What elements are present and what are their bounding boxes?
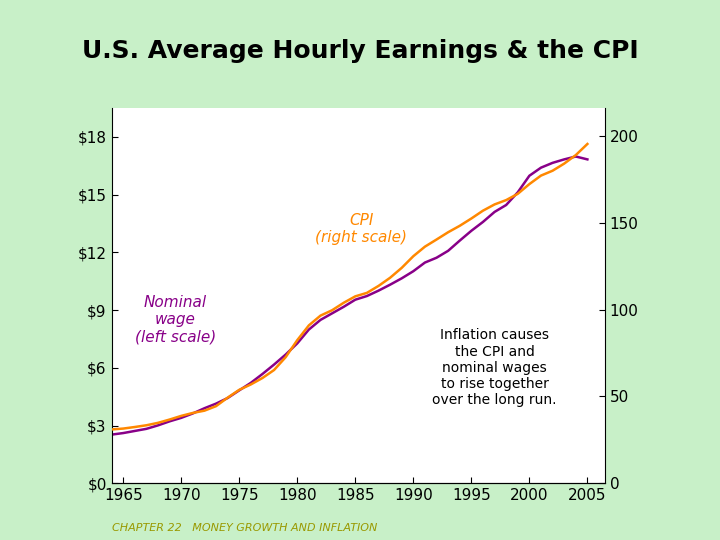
- Text: U.S. Average Hourly Earnings & the CPI: U.S. Average Hourly Earnings & the CPI: [81, 39, 639, 63]
- Text: CHAPTER 22   MONEY GROWTH AND INFLATION: CHAPTER 22 MONEY GROWTH AND INFLATION: [112, 523, 377, 533]
- Text: CPI
(right scale): CPI (right scale): [315, 213, 407, 246]
- Text: Nominal
wage
(left scale): Nominal wage (left scale): [135, 295, 216, 345]
- Text: Inflation causes
the CPI and
nominal wages
to rise together
over the long run.: Inflation causes the CPI and nominal wag…: [432, 328, 557, 407]
